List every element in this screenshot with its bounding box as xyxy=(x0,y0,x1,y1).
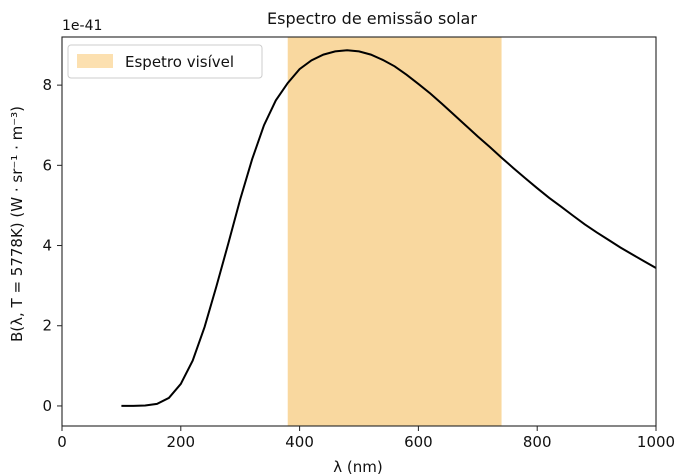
series-line xyxy=(121,49,657,407)
x-tick-label: 400 xyxy=(285,433,314,451)
x-tick-label: 800 xyxy=(523,433,552,451)
x-tick-label: 1000 xyxy=(637,433,675,451)
plot-frame xyxy=(61,36,657,427)
y-tick-label: 0 xyxy=(42,397,52,415)
x-tick-label: 600 xyxy=(404,433,433,451)
y-tick-label: 8 xyxy=(42,76,52,94)
legend: Espetro visível xyxy=(67,44,263,79)
x-axis-ticks: 0 200 400 600 800 1000 xyxy=(57,426,675,451)
y-tick-label: 6 xyxy=(42,156,52,174)
x-axis-label: λ (nm) xyxy=(333,458,382,475)
legend-swatch xyxy=(77,54,113,68)
y-offset-label: 1e-41 xyxy=(62,18,102,34)
y-tick-label: 2 xyxy=(42,317,52,335)
legend-label: Espetro visível xyxy=(125,53,234,71)
chart-title: Espectro de emissão solar xyxy=(267,9,477,28)
y-axis-label: B(λ, T = 5778K) (W · sr⁻¹ · m⁻³) xyxy=(8,106,26,342)
y-axis-ticks: 0 2 4 6 8 xyxy=(42,76,62,415)
visible-spectrum-band xyxy=(287,37,502,426)
legend-box xyxy=(67,44,263,79)
y-tick-label: 4 xyxy=(42,237,52,255)
x-tick-label: 200 xyxy=(166,433,195,451)
x-tick-label: 0 xyxy=(57,433,67,451)
